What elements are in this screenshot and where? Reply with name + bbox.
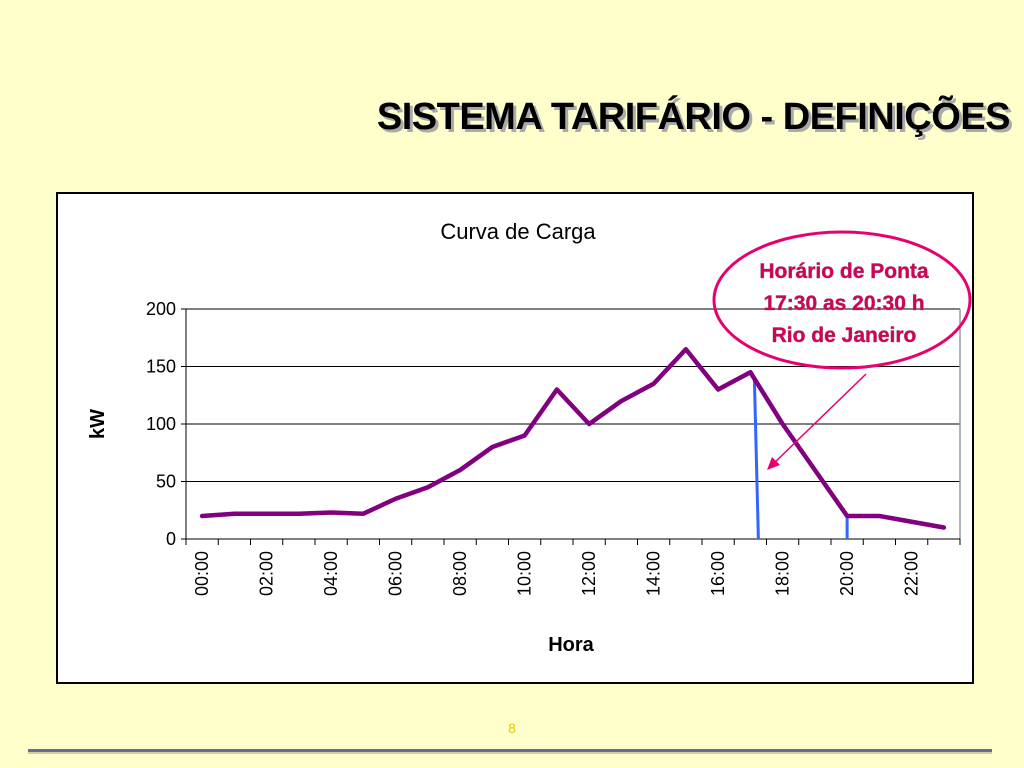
x-tick-label: 00:00 xyxy=(192,551,212,596)
x-tick-label: 20:00 xyxy=(837,551,857,596)
series-line xyxy=(199,347,947,530)
x-tick-label: 14:00 xyxy=(644,551,664,596)
peak-annotation-ellipse xyxy=(712,230,972,370)
x-tick-label: 06:00 xyxy=(386,551,406,596)
peak-annotation-line: Horário de Ponta xyxy=(759,260,929,283)
x-tick-label: 02:00 xyxy=(257,551,277,596)
y-tick-label: 150 xyxy=(146,357,176,377)
peak-annotation-line: Rio de Janeiro xyxy=(772,324,917,347)
chart-title: Curva de Carga xyxy=(440,219,596,244)
y-tick-label: 0 xyxy=(166,529,176,549)
x-tick-label: 16:00 xyxy=(708,551,728,596)
peak-annotation-line: 17:30 as 20:30 h xyxy=(763,292,924,315)
page-number: 8 xyxy=(508,720,516,736)
x-tick-label: 22:00 xyxy=(902,551,922,596)
y-tick-label: 200 xyxy=(146,299,176,319)
annotation-arrowhead xyxy=(767,457,780,470)
x-tick-label: 10:00 xyxy=(515,551,535,596)
y-axis-title: kW xyxy=(87,409,109,439)
x-tick-label: 08:00 xyxy=(450,551,470,596)
y-tick-label: 100 xyxy=(146,414,176,434)
x-tick-label: 12:00 xyxy=(579,551,599,596)
y-tick-label: 50 xyxy=(156,472,176,492)
annotation-arrow xyxy=(770,373,867,467)
chart-frame: 0 50 100 150 200 00:00 02:00 04:00 06:00 08:00 10:… xyxy=(56,192,974,684)
footer-rule xyxy=(28,749,992,752)
slide-title: SISTEMA TARIFÁRIO - DEFINIÇÕES xyxy=(376,96,1011,138)
peak-start-marker xyxy=(752,378,760,540)
x-tick-label: 18:00 xyxy=(773,551,793,596)
load-curve-chart: 0 50 100 150 200 00:00 02:00 04:00 06:00 08:00 10:… xyxy=(87,219,972,656)
x-tick-label: 04:00 xyxy=(321,551,341,596)
x-axis-title: Hora xyxy=(548,634,594,656)
